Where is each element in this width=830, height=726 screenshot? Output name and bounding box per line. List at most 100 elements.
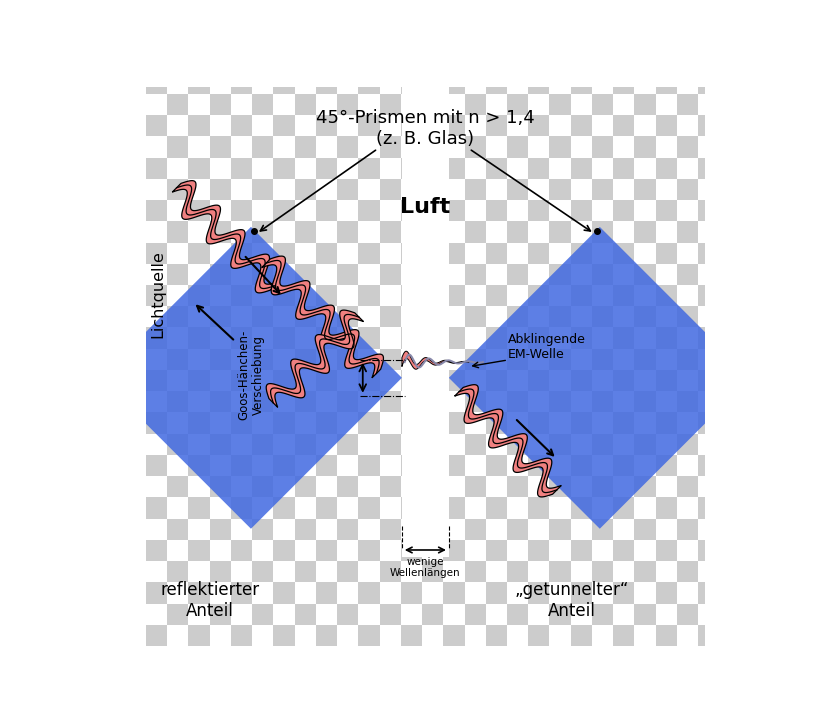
Bar (379, 136, 401, 158)
Bar (465, 625, 486, 646)
Bar (252, 582, 273, 603)
Bar (613, 540, 634, 561)
Bar (571, 476, 592, 497)
Bar (698, 221, 720, 242)
Bar (167, 264, 188, 285)
Bar (528, 158, 549, 179)
Bar (422, 52, 443, 73)
Bar (401, 391, 422, 412)
Bar (698, 179, 720, 200)
Bar (231, 391, 252, 412)
Bar (634, 625, 656, 646)
Bar (379, 221, 401, 242)
Bar (486, 115, 507, 136)
Bar (571, 625, 592, 646)
Bar (677, 540, 698, 561)
Bar (231, 327, 252, 348)
Bar (188, 497, 210, 518)
Bar (634, 391, 656, 412)
Bar (592, 455, 613, 476)
Bar (613, 518, 634, 540)
Bar (231, 582, 252, 603)
Bar (379, 200, 401, 221)
Bar (359, 540, 379, 561)
Bar (549, 518, 571, 540)
Bar (528, 94, 549, 115)
Bar (252, 158, 273, 179)
Bar (359, 52, 379, 73)
Bar (273, 264, 295, 285)
Bar (592, 200, 613, 221)
Bar (634, 306, 656, 327)
Bar (315, 582, 337, 603)
Bar (295, 52, 315, 73)
Bar (422, 221, 443, 242)
Bar (337, 179, 359, 200)
Bar (379, 285, 401, 306)
Bar (528, 306, 549, 327)
Bar (359, 455, 379, 476)
Bar (720, 348, 740, 370)
Bar (401, 455, 422, 476)
Bar (210, 200, 231, 221)
Bar (549, 348, 571, 370)
Bar (337, 158, 359, 179)
Bar (188, 115, 210, 136)
Bar (359, 200, 379, 221)
Bar (613, 94, 634, 115)
Bar (422, 242, 443, 264)
Bar (188, 603, 210, 625)
Bar (401, 94, 422, 115)
Bar (592, 561, 613, 582)
Bar (443, 433, 465, 455)
Bar (295, 603, 315, 625)
Bar (146, 412, 167, 433)
Bar (677, 582, 698, 603)
Bar (231, 242, 252, 264)
Bar (273, 433, 295, 455)
Bar (677, 625, 698, 646)
Bar (656, 476, 677, 497)
Bar (634, 179, 656, 200)
Bar (507, 518, 528, 540)
Bar (720, 158, 740, 179)
Bar (359, 412, 379, 433)
Bar (188, 200, 210, 221)
Bar (465, 264, 486, 285)
Bar (698, 136, 720, 158)
Bar (656, 221, 677, 242)
Bar (698, 455, 720, 476)
Bar (443, 582, 465, 603)
Bar (337, 348, 359, 370)
Bar (337, 391, 359, 412)
Bar (359, 115, 379, 136)
Bar (465, 518, 486, 540)
Bar (359, 285, 379, 306)
Bar (401, 73, 422, 94)
Bar (465, 115, 486, 136)
Bar (315, 306, 337, 327)
Bar (465, 370, 486, 391)
Bar (295, 540, 315, 561)
Bar (443, 73, 465, 94)
Bar (443, 306, 465, 327)
Bar (592, 52, 613, 73)
Bar (401, 264, 422, 285)
Bar (634, 497, 656, 518)
Bar (422, 370, 443, 391)
Bar (273, 73, 295, 94)
Bar (295, 561, 315, 582)
Bar (295, 497, 315, 518)
Bar (337, 73, 359, 94)
Bar (188, 476, 210, 497)
Bar (210, 348, 231, 370)
Bar (188, 412, 210, 433)
Bar (273, 561, 295, 582)
Bar (486, 200, 507, 221)
Bar (634, 348, 656, 370)
Bar (443, 264, 465, 285)
Bar (443, 158, 465, 179)
Bar (188, 625, 210, 646)
Bar (167, 518, 188, 540)
Bar (401, 327, 422, 348)
